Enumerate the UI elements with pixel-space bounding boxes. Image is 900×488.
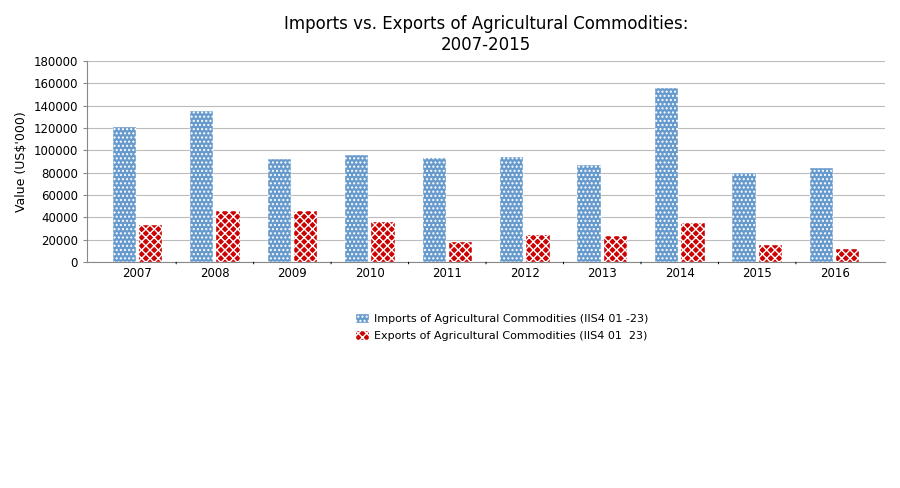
Bar xyxy=(112,127,136,262)
Bar xyxy=(733,173,756,262)
Bar xyxy=(810,168,833,262)
Bar xyxy=(190,111,213,262)
Legend: Imports of Agricultural Commodities (IIS4 01 -23), Exports of Agricultural Commo: Imports of Agricultural Commodities (IIS… xyxy=(356,313,649,341)
Bar xyxy=(655,88,679,262)
Bar xyxy=(836,249,860,262)
Bar xyxy=(759,245,782,262)
Bar xyxy=(294,211,317,262)
Bar xyxy=(422,158,446,262)
Bar xyxy=(372,222,394,262)
Bar xyxy=(449,242,473,262)
Bar xyxy=(604,237,627,262)
Bar xyxy=(681,223,705,262)
Title: Imports vs. Exports of Agricultural Commodities:
2007-2015: Imports vs. Exports of Agricultural Comm… xyxy=(284,15,688,54)
Bar xyxy=(526,235,550,262)
Bar xyxy=(267,159,291,262)
Bar xyxy=(217,211,239,262)
Bar xyxy=(139,225,162,262)
Bar xyxy=(500,157,523,262)
Bar xyxy=(345,155,368,262)
Bar xyxy=(578,165,600,262)
Y-axis label: Value (US$'000): Value (US$'000) xyxy=(15,111,28,212)
